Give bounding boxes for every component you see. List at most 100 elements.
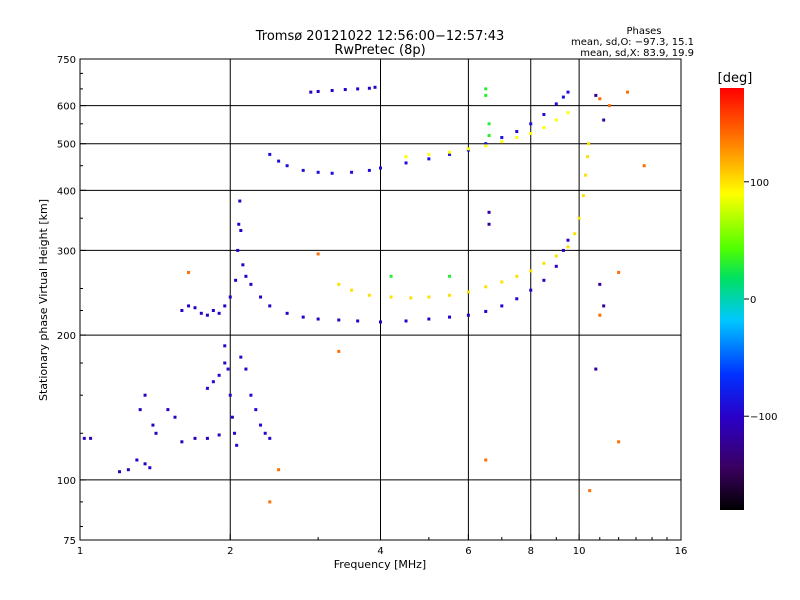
data-point bbox=[316, 317, 320, 321]
data-point bbox=[379, 320, 382, 324]
data-point bbox=[602, 118, 606, 122]
data-point bbox=[234, 278, 238, 282]
data-point bbox=[277, 159, 281, 163]
data-point bbox=[427, 157, 431, 161]
data-point bbox=[301, 315, 305, 319]
data-point bbox=[226, 367, 230, 371]
data-point bbox=[211, 309, 215, 313]
data-point bbox=[356, 87, 360, 91]
data-point bbox=[466, 147, 470, 151]
x-tick-label: 1 bbox=[77, 546, 83, 557]
x-axis: 1 2 4 6 8 10 16 bbox=[77, 534, 687, 557]
data-point bbox=[187, 270, 191, 274]
data-point bbox=[268, 152, 272, 156]
data-point bbox=[373, 85, 377, 89]
data-point bbox=[277, 468, 281, 472]
data-point bbox=[515, 297, 519, 301]
data-point bbox=[573, 232, 577, 236]
data-point bbox=[239, 355, 243, 359]
data-point bbox=[409, 296, 413, 300]
data-point bbox=[404, 319, 408, 323]
data-point bbox=[217, 373, 221, 377]
data-point bbox=[228, 393, 232, 397]
data-point bbox=[173, 415, 177, 419]
data-point bbox=[404, 155, 408, 159]
data-point bbox=[143, 462, 147, 466]
data-point bbox=[566, 245, 570, 249]
data-point bbox=[484, 458, 488, 462]
data-point bbox=[118, 470, 122, 474]
data-point bbox=[427, 152, 431, 156]
data-point bbox=[487, 134, 491, 138]
data-point bbox=[598, 97, 602, 101]
data-point bbox=[82, 436, 86, 440]
data-point bbox=[466, 313, 470, 317]
data-point bbox=[249, 282, 253, 286]
data-point bbox=[500, 136, 504, 140]
data-point bbox=[356, 319, 360, 323]
data-point bbox=[587, 142, 591, 146]
y-tick-label: 400 bbox=[57, 186, 76, 197]
data-point bbox=[309, 90, 313, 94]
y-axis-label: Stationary phase Virtual Height [km] bbox=[37, 199, 50, 401]
data-point bbox=[448, 274, 452, 278]
data-point bbox=[554, 102, 558, 106]
data-point bbox=[239, 228, 243, 232]
data-point bbox=[228, 295, 232, 299]
data-point bbox=[143, 393, 147, 397]
data-point bbox=[301, 168, 305, 172]
chart-title: Tromsø 20121022 12:56:00−12:57:43 bbox=[255, 29, 505, 44]
data-point bbox=[542, 113, 546, 117]
data-point bbox=[211, 380, 215, 384]
data-point bbox=[584, 173, 588, 177]
y-tick-label: 300 bbox=[57, 246, 76, 257]
data-point bbox=[484, 309, 488, 313]
data-point bbox=[259, 295, 263, 299]
phases-heading: Phases bbox=[626, 26, 661, 37]
data-point bbox=[148, 466, 152, 470]
data-point bbox=[285, 311, 289, 315]
data-point bbox=[500, 304, 504, 308]
y-tick-label: 100 bbox=[57, 476, 76, 487]
data-point bbox=[625, 90, 629, 94]
colorbar-label: [deg] bbox=[718, 71, 753, 86]
data-point bbox=[487, 222, 491, 226]
x-tick-label: 6 bbox=[465, 546, 471, 557]
data-point bbox=[244, 274, 248, 278]
phases-mean-o: mean, sd,O: −97.3, 15.1 bbox=[571, 37, 694, 48]
data-point bbox=[316, 89, 320, 93]
data-point bbox=[135, 458, 139, 462]
data-point bbox=[598, 313, 602, 317]
data-point bbox=[566, 90, 570, 94]
data-point bbox=[205, 386, 209, 390]
data-point bbox=[180, 309, 184, 313]
data-point bbox=[577, 216, 581, 220]
data-point bbox=[249, 393, 253, 397]
data-point bbox=[330, 171, 334, 175]
data-point bbox=[617, 440, 621, 444]
y-tick-label: 750 bbox=[57, 55, 76, 66]
colorbar-tick-label: −100 bbox=[750, 412, 777, 423]
data-point bbox=[561, 248, 565, 252]
data-point bbox=[389, 295, 393, 299]
data-point bbox=[588, 489, 592, 493]
data-point bbox=[205, 313, 209, 317]
data-point bbox=[187, 304, 191, 308]
y-tick-label: 75 bbox=[63, 536, 76, 547]
data-point bbox=[515, 136, 519, 140]
data-point bbox=[484, 87, 488, 91]
data-point bbox=[602, 304, 606, 308]
data-point bbox=[586, 155, 590, 159]
data-point bbox=[448, 293, 452, 297]
data-point bbox=[217, 433, 221, 437]
data-point bbox=[466, 290, 470, 294]
data-point bbox=[427, 317, 431, 321]
data-point bbox=[268, 436, 272, 440]
x-tick-label: 4 bbox=[377, 546, 383, 557]
data-point bbox=[594, 93, 598, 97]
data-point bbox=[542, 261, 546, 265]
colorbar-tick-label: 100 bbox=[750, 178, 769, 189]
data-point bbox=[193, 436, 197, 440]
data-point bbox=[487, 210, 491, 214]
